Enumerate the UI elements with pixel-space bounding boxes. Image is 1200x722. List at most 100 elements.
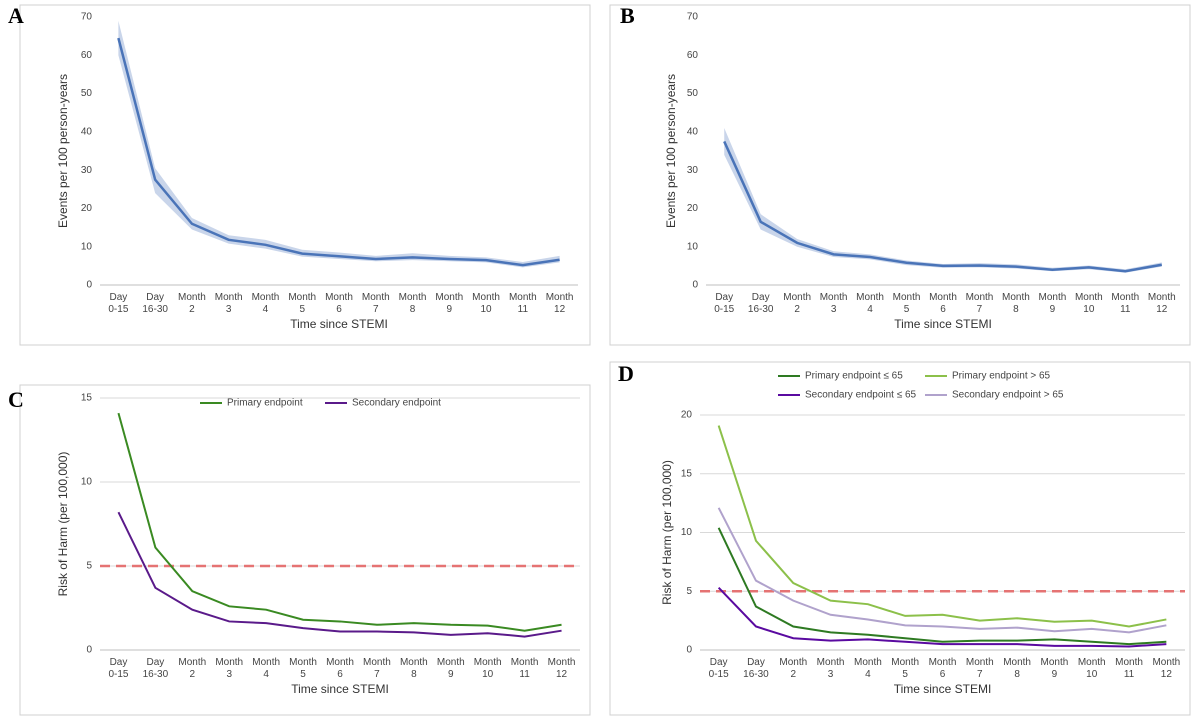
x-tick-label-line: Month — [783, 292, 811, 303]
x-tick-label-line: Day — [747, 657, 765, 668]
x-tick-label-line: 7 — [977, 669, 983, 680]
x-axis-title: Time since STEMI — [291, 682, 389, 696]
x-tick-label-line: Month — [288, 292, 316, 303]
x-tick-label-line: Month — [215, 657, 243, 668]
x-tick-label: Month 12 — [1148, 292, 1176, 315]
x-tick-label-line: 3 — [828, 669, 834, 680]
x-tick-label: Month 10 — [472, 292, 500, 315]
x-tick-label: Month 10 — [1075, 292, 1103, 315]
x-axis-title: Time since STEMI — [894, 317, 992, 331]
legend-label: Secondary endpoint ≤ 65 — [805, 390, 917, 401]
y-tick-label: 70 — [687, 12, 699, 23]
x-tick-label-line: Month — [546, 292, 574, 303]
y-tick-label: 40 — [81, 126, 93, 137]
x-tick-label-line: 9 — [1050, 304, 1056, 315]
x-tick-label-line: 7 — [373, 304, 379, 315]
x-tick-label-line: Month — [435, 292, 463, 303]
panel-frame — [19, 4, 591, 346]
x-tick-label-line: Month — [1041, 657, 1069, 668]
x-tick-label-line: Month — [966, 657, 994, 668]
x-tick-label-line: 4 — [867, 304, 873, 315]
x-tick-label-line: Month — [1152, 657, 1180, 668]
panel-label: D — [618, 361, 634, 386]
x-tick-label-line: Month — [966, 292, 994, 303]
x-tick-label-line: 8 — [411, 669, 417, 680]
x-tick-label-line: 11 — [518, 304, 529, 315]
x-axis-title: Time since STEMI — [290, 317, 388, 331]
x-tick-label-line: 6 — [336, 304, 342, 315]
y-tick-label: 40 — [687, 126, 699, 137]
x-tick-label-line: 16-30 — [743, 669, 769, 680]
x-tick-label: Month 4 — [252, 657, 280, 680]
x-tick-label: Day 0-15 — [714, 292, 734, 315]
panel-label: B — [620, 3, 635, 28]
x-tick-label-line: 8 — [1014, 669, 1020, 680]
y-tick-label: 0 — [692, 280, 698, 291]
x-tick-label-line: Month — [1038, 292, 1066, 303]
y-tick-label: 20 — [681, 410, 693, 421]
x-tick-label-line: Month — [817, 657, 845, 668]
x-tick-label: Month 9 — [437, 657, 465, 680]
x-tick-label-line: 12 — [1156, 304, 1168, 315]
x-tick-label: Month 12 — [548, 657, 576, 680]
x-tick-label-line: 2 — [190, 669, 196, 680]
y-tick-label: 0 — [86, 645, 92, 656]
y-tick-label: 0 — [686, 645, 692, 656]
x-axis-title: Time since STEMI — [894, 682, 992, 696]
x-tick-label-line: Month — [929, 292, 957, 303]
legend-label: Primary endpoint > 65 — [952, 371, 1051, 382]
x-tick-label: Month 8 — [1002, 292, 1030, 315]
x-tick-label-line: 12 — [556, 669, 568, 680]
y-axis-title: Events per 100 person-years — [664, 74, 678, 228]
x-tick-label-line: Month — [399, 292, 427, 303]
x-tick-label-line: Month — [893, 292, 921, 303]
x-tick-label: Month 5 — [289, 657, 317, 680]
x-tick-label-line: Month — [509, 292, 537, 303]
y-axis-title: Risk of Harm (per 100,000) — [660, 460, 674, 605]
x-tick-label: Month 4 — [854, 657, 882, 680]
x-tick-label-line: 3 — [226, 304, 232, 315]
x-tick-label-line: Day — [715, 292, 733, 303]
y-tick-label: 70 — [81, 12, 93, 23]
x-tick-label-line: 7 — [977, 304, 983, 315]
x-tick-label-line: 11 — [519, 669, 530, 680]
x-tick-label: Month 6 — [929, 292, 957, 315]
x-tick-label-line: 16-30 — [748, 304, 774, 315]
x-tick-label-line: 7 — [374, 669, 380, 680]
y-tick-label: 10 — [681, 527, 693, 538]
x-tick-label-line: 10 — [1083, 304, 1095, 315]
x-tick-label-line: 4 — [263, 304, 269, 315]
panel-label: C — [8, 387, 24, 412]
x-tick-label-line: Month — [363, 657, 391, 668]
x-tick-label: Month 12 — [1152, 657, 1180, 680]
x-tick-label: Month 2 — [178, 292, 206, 315]
x-tick-label-line: 6 — [337, 669, 343, 680]
series-line — [717, 527, 1167, 646]
x-tick-label-line: Month — [1075, 292, 1103, 303]
y-tick-label: 0 — [86, 280, 92, 291]
x-tick-label-line: 8 — [1013, 304, 1019, 315]
x-tick-label-line: Day — [146, 657, 164, 668]
x-tick-label-line: 12 — [1161, 669, 1173, 680]
x-tick-label-line: 4 — [865, 669, 871, 680]
series-line — [717, 425, 1167, 628]
x-tick-label-line: 6 — [940, 669, 946, 680]
x-tick-label: Month 8 — [400, 657, 428, 680]
x-tick-label: Month 4 — [252, 292, 280, 315]
y-tick-label: 5 — [686, 586, 692, 597]
x-tick-label-line: Day — [710, 657, 728, 668]
x-tick-label-line: Month — [1002, 292, 1030, 303]
x-tick-label: Month 4 — [856, 292, 884, 315]
x-tick-label: Month 3 — [215, 657, 243, 680]
y-tick-label: 10 — [81, 241, 93, 252]
series-line — [117, 37, 560, 267]
y-tick-label: 5 — [86, 561, 92, 572]
panel-frame — [609, 4, 1191, 346]
x-tick-label: Month 5 — [893, 292, 921, 315]
x-tick-label: Month 12 — [546, 292, 574, 315]
x-tick-label: Month 9 — [1038, 292, 1066, 315]
x-tick-label-line: 4 — [263, 669, 269, 680]
x-tick-label-line: Month — [891, 657, 919, 668]
x-tick-label-line: Month — [400, 657, 428, 668]
